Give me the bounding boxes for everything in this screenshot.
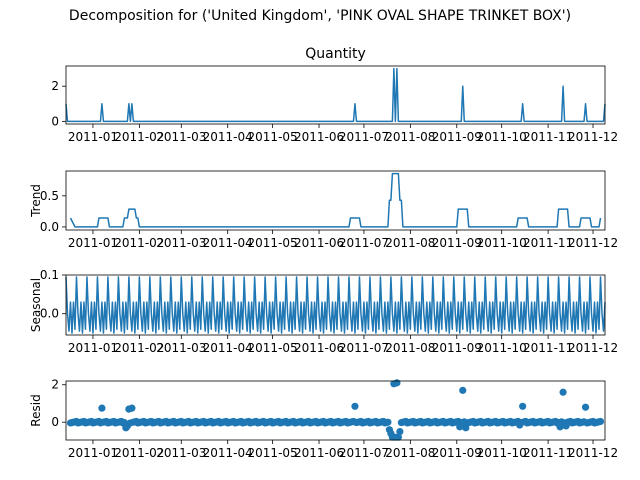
x-tick-label: 2011-09 <box>432 236 482 250</box>
x-tick-label: 2011-08 <box>385 130 435 144</box>
x-tick-label: 2011-01 <box>68 446 118 460</box>
x-tick-label: 2011-02 <box>114 236 164 250</box>
resid-point <box>393 379 401 387</box>
axes-frame <box>65 170 606 231</box>
axes-frame <box>65 380 606 441</box>
series-line <box>69 172 602 228</box>
resid-point <box>559 388 567 396</box>
x-tick-label: 2011-08 <box>385 341 435 355</box>
x-tick-label: 2011-10 <box>477 236 527 250</box>
x-tick-label: 2011-03 <box>156 341 206 355</box>
x-tick-label: 2011-09 <box>432 446 482 460</box>
y-tick-label: 0.1 <box>40 268 59 282</box>
seasonal-line <box>65 276 606 334</box>
x-tick-label: 2011-11 <box>523 446 573 460</box>
x-tick-label: 2011-12 <box>568 446 618 460</box>
x-tick-label: 2011-06 <box>294 341 344 355</box>
x-tick-label: 2011-06 <box>294 446 344 460</box>
x-tick-label: 2011-11 <box>523 236 573 250</box>
x-tick-label: 2011-08 <box>385 446 435 460</box>
x-tick-label: 2011-01 <box>68 341 118 355</box>
resid-point <box>396 427 404 436</box>
x-tick-label: 2011-12 <box>568 130 618 144</box>
y-tick-label: 0.0 <box>40 220 59 234</box>
resid-point <box>384 418 392 426</box>
y-axis-label: Resid <box>29 394 43 426</box>
panel-2: Trend0.00.52011-012011-022011-032011-042… <box>29 170 618 250</box>
x-tick-label: 2011-04 <box>203 341 253 355</box>
x-tick-label: 2011-10 <box>477 130 527 144</box>
x-tick-label: 2011-10 <box>477 341 527 355</box>
y-tick-label: 2 <box>51 79 59 93</box>
figure-suptitle: Decomposition for ('United Kingdom', 'PI… <box>68 8 572 24</box>
x-tick-label: 2011-01 <box>68 236 118 250</box>
x-tick-label: 2011-11 <box>523 130 573 144</box>
resid-point <box>596 417 605 426</box>
x-tick-label: 2011-12 <box>568 341 618 355</box>
x-tick-label: 2011-04 <box>203 130 253 144</box>
x-tick-label: 2011-02 <box>114 341 164 355</box>
resid-point <box>394 433 402 441</box>
x-tick-label: 2011-05 <box>248 236 298 250</box>
y-tick-label: 0 <box>51 415 59 429</box>
y-axis-label: Trend <box>29 184 43 218</box>
axes-frame <box>65 65 606 125</box>
y-tick-label: 2 <box>51 378 59 392</box>
x-tick-label: 2011-03 <box>156 236 206 250</box>
x-tick-label: 2011-03 <box>156 130 206 144</box>
x-tick-label: 2011-02 <box>114 130 164 144</box>
x-tick-label: 2011-09 <box>432 341 482 355</box>
y-tick-label: 0.0 <box>40 307 59 321</box>
x-tick-label: 2011-01 <box>68 130 118 144</box>
x-tick-label: 2011-07 <box>339 130 389 144</box>
panel-4: Resid 022011-012011-022011-032011-042011-… <box>29 378 618 460</box>
panel-1: Quantity022011-012011-022011-032011-0420… <box>51 46 618 144</box>
x-tick-label: 2011-07 <box>339 236 389 250</box>
x-tick-label: 2011-04 <box>203 446 253 460</box>
panel-title: Quantity <box>305 46 366 62</box>
x-tick-label: 2011-09 <box>432 130 482 144</box>
x-tick-label: 2011-06 <box>294 236 344 250</box>
x-tick-label: 2011-05 <box>248 130 298 144</box>
x-tick-label: 2011-07 <box>339 446 389 460</box>
series-line <box>65 67 606 123</box>
x-tick-label: 2011-03 <box>156 446 206 460</box>
resid-point <box>128 404 136 412</box>
x-tick-label: 2011-05 <box>248 341 298 355</box>
y-axis-label: Seasonal <box>29 278 43 332</box>
resid-point <box>351 402 359 410</box>
resid-point <box>581 403 590 411</box>
x-tick-label: 2011-11 <box>523 341 573 355</box>
x-tick-label: 2011-12 <box>568 236 618 250</box>
resid-point <box>459 386 467 394</box>
x-tick-label: 2011-04 <box>203 236 253 250</box>
x-tick-label: 2011-10 <box>477 446 527 460</box>
x-tick-label: 2011-07 <box>339 341 389 355</box>
y-tick-label: 0.5 <box>40 189 59 203</box>
panel-3: Seasonal0.00.12011-012011-022011-032011-… <box>29 268 618 355</box>
x-tick-label: 2011-06 <box>294 130 344 144</box>
x-tick-label: 2011-08 <box>385 236 435 250</box>
x-tick-label: 2011-02 <box>114 446 164 460</box>
y-tick-label: 0 <box>51 114 59 128</box>
axes-frame <box>65 274 606 336</box>
resid-point <box>519 402 527 410</box>
resid-point <box>98 404 106 412</box>
x-tick-label: 2011-05 <box>248 446 298 460</box>
